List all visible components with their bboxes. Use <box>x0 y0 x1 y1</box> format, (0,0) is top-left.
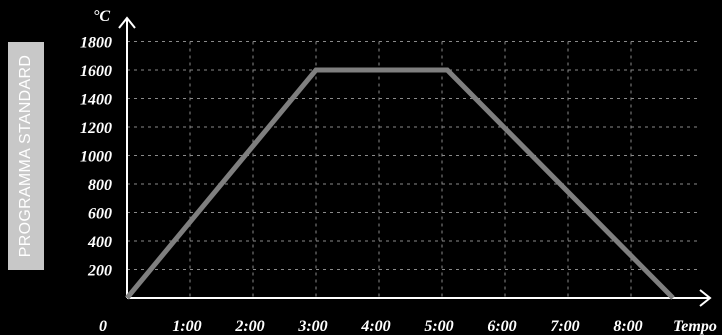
y-axis-label: °C <box>93 8 110 25</box>
y-tick-labels: 200 400 600 800 1000 1200 1400 1600 1800 <box>80 35 112 280</box>
x-tick-labels: 0 1:00 2:00 3:00 4:00 5:00 6:00 7:00 8:00 <box>99 318 643 335</box>
y-axis-arrow <box>118 16 136 29</box>
series <box>125 67 675 300</box>
x-tick-label: 1:00 <box>172 318 201 335</box>
x-tick-label: 7:00 <box>550 318 579 335</box>
x-tick-label: 6:00 <box>487 318 516 335</box>
y-tick-label: 800 <box>88 177 112 194</box>
y-tick-label: 200 <box>87 263 112 280</box>
grid <box>127 41 698 298</box>
program-label: PROGRAMMA STANDARD <box>8 42 44 270</box>
x-tick-label: 3:00 <box>297 318 327 335</box>
x-axis-arrow <box>699 289 712 307</box>
x-axis-label: Tempo <box>673 318 717 335</box>
y-tick-label: 1600 <box>80 63 112 80</box>
temperature-profile-line <box>125 67 675 300</box>
y-tick-label: 1800 <box>80 35 112 52</box>
y-tick-label: 1400 <box>80 92 112 109</box>
x-tick-label: 4:00 <box>360 318 390 335</box>
axes <box>118 16 712 307</box>
y-tick-label: 400 <box>87 234 112 251</box>
x-tick-label: 2:00 <box>234 318 264 335</box>
x-tick-label: 5:00 <box>424 318 453 335</box>
y-tick-label: 600 <box>88 206 112 223</box>
y-tick-label: 1000 <box>80 149 112 166</box>
x-tick-label: 0 <box>99 318 107 335</box>
x-tick-label: 8:00 <box>613 318 642 335</box>
y-tick-label: 1200 <box>80 120 112 137</box>
